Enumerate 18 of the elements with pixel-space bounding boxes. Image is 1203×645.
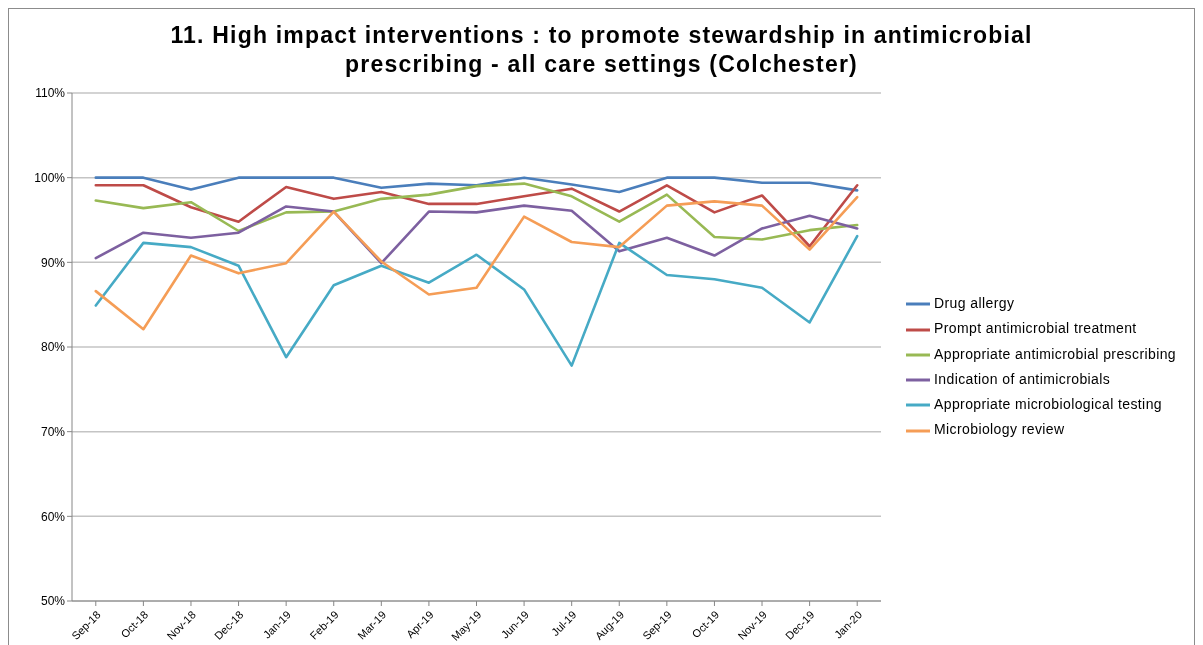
y-tick-label: 100% [34,170,66,185]
legend-label: Microbiology review [934,421,1065,438]
legend-label: Indication of antimicrobials [934,370,1111,387]
y-tick-label: 60% [40,509,66,524]
chart-title: 11. High impact interventions : to promote stewardship in antimicrobial prescribing - all care settings (Colchester) [169,21,1034,79]
y-tick-label: 110% [35,86,66,101]
y-tick-label: 90% [40,255,66,270]
line-series [94,195,859,331]
y-tick-label: 70% [40,424,66,439]
line-series [94,204,859,265]
legend-label: Drug allergy [934,295,1015,311]
line-series [94,234,859,367]
legend-label: Appropriate microbiological testing [934,396,1162,413]
y-tick-label: 50% [40,594,66,609]
line-series [94,176,859,194]
legend-label: Prompt antimicrobial treatment [934,320,1137,337]
legend-label: Appropriate antimicrobial prescribing [934,345,1177,362]
y-tick-label: 80% [40,340,66,355]
